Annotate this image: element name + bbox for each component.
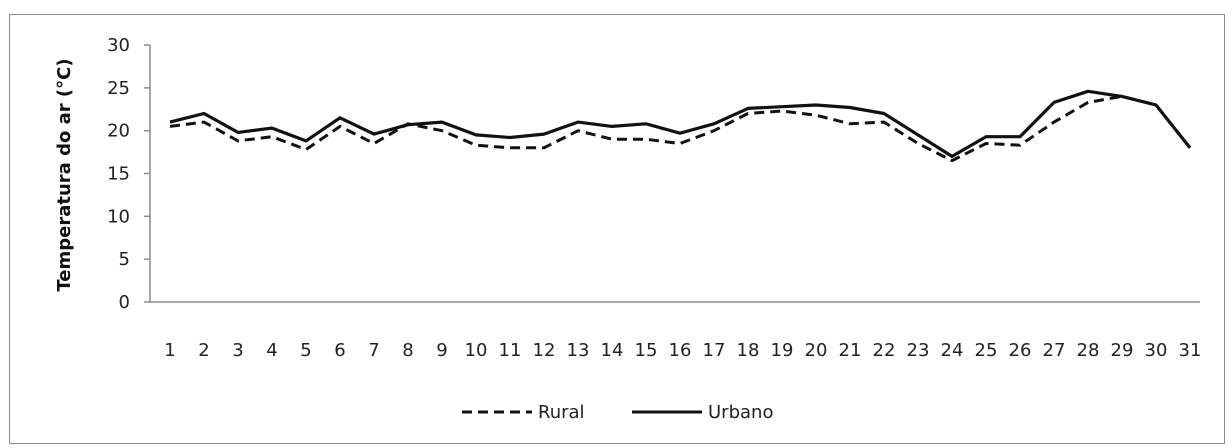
series-line-rural: [169, 94, 1192, 163]
y-axis: 0 5 10 15 20 25 30: [107, 35, 151, 313]
x-tick-label: 15: [635, 340, 658, 361]
y-tick-label: 0: [119, 292, 130, 313]
x-tick-label: 20: [805, 340, 828, 361]
y-axis-title: Temperatura do ar (°C): [54, 58, 75, 291]
x-tick-label: 16: [669, 340, 692, 361]
x-tick-label: 8: [402, 340, 413, 361]
x-tick-label: 17: [703, 340, 726, 361]
x-tick-label: 4: [266, 340, 277, 361]
chart-frame: [9, 14, 1225, 444]
x-tick-label: 21: [839, 340, 862, 361]
legend-label-rural: Rural: [538, 402, 585, 423]
x-tick-label: 19: [771, 340, 794, 361]
x-tick-label: 23: [907, 340, 930, 361]
x-tick-label: 14: [601, 340, 624, 361]
x-tick-label: 12: [533, 340, 556, 361]
x-tick-label: 10: [465, 340, 488, 361]
y-tick-label: 30: [107, 35, 130, 56]
x-tick-label: 7: [368, 340, 379, 361]
x-tick-label: 11: [499, 340, 522, 361]
x-tick-label: 2: [198, 340, 209, 361]
y-tick-label: 25: [107, 78, 130, 99]
x-tick-label: 6: [334, 340, 345, 361]
x-tick-label: 24: [941, 340, 964, 361]
x-tick-label: 28: [1077, 340, 1100, 361]
x-tick-label: 27: [1043, 340, 1066, 361]
x-axis: 1 2 3 4 5 6 7 8 9 10 11 12 13 14 15 16 17 18 19 20 21 22 23 24 2…: [150, 301, 1202, 361]
x-tick-label: 25: [975, 340, 998, 361]
x-tick-label: 22: [873, 340, 896, 361]
x-tick-label: 13: [567, 340, 590, 361]
legend: Rural Urbano: [462, 402, 773, 423]
x-tick-label: 9: [436, 340, 447, 361]
x-tick-label: 29: [1111, 340, 1134, 361]
y-tick-label: 10: [107, 206, 130, 227]
x-tick-label: 1: [164, 340, 175, 361]
y-tick-label: 15: [107, 164, 130, 185]
x-tick-label: 30: [1145, 340, 1168, 361]
series-lines: [169, 89, 1192, 163]
legend-label-urbano: Urbano: [708, 402, 773, 423]
y-tick-label: 5: [119, 249, 130, 270]
x-tick-label: 26: [1009, 340, 1032, 361]
x-tick-label: 5: [300, 340, 311, 361]
x-tick-label: 3: [232, 340, 243, 361]
x-tick-label: 31: [1179, 340, 1202, 361]
x-tick-label: 18: [737, 340, 760, 361]
y-tick-label: 20: [107, 121, 130, 142]
series-line-urbano: [169, 89, 1192, 158]
